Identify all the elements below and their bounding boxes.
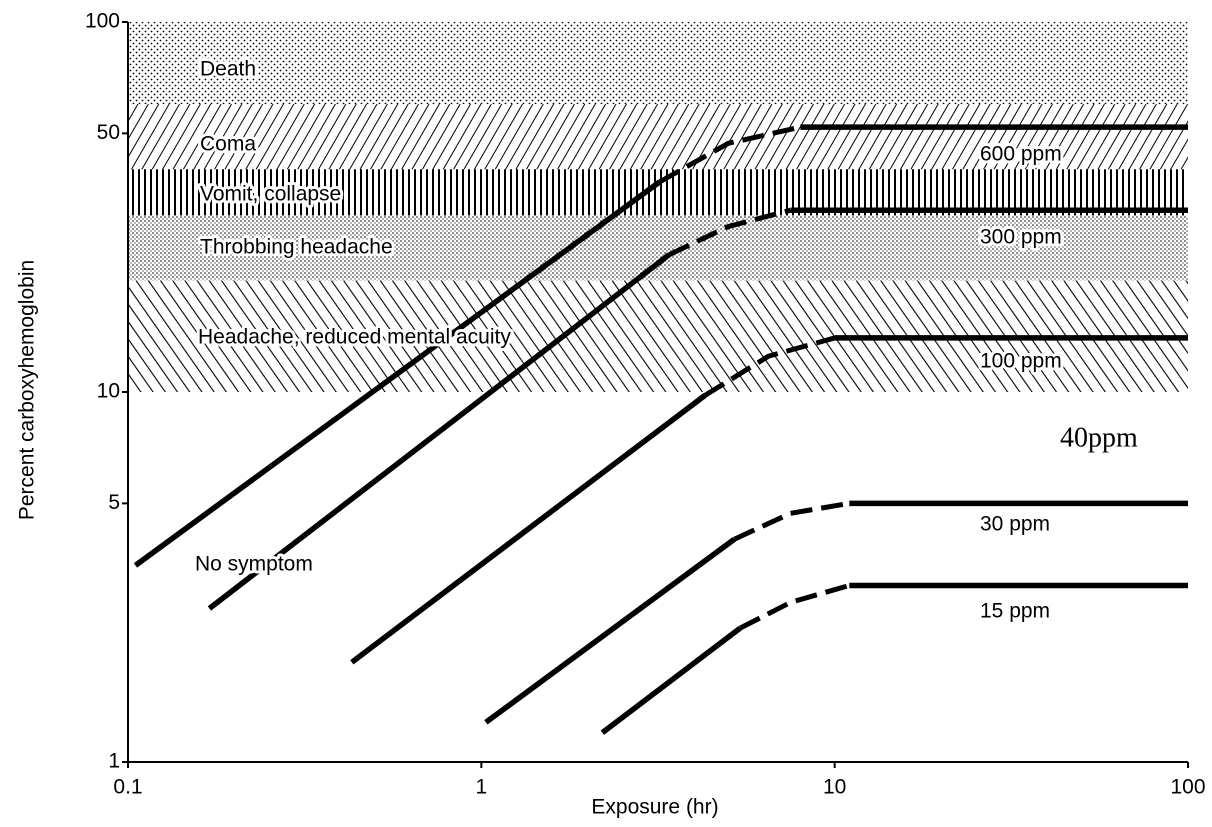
curve-segment [207,252,671,611]
band [128,22,1188,105]
y-tick-label: 100 [85,10,120,33]
labels: Death Coma Vomit, collapse Throbbing headac… [192,55,1138,626]
x-tick-label: 0.1 [113,776,142,799]
curve-segment [600,625,742,735]
curve-segment [484,537,736,725]
band [128,392,1188,762]
curve-segment [668,207,792,257]
band [128,104,1188,170]
band-label: Vomit, collapse [200,183,341,206]
curves [133,124,1188,735]
x-tick-label: 100 [1170,776,1205,799]
curve-segment [733,500,850,542]
curve-label: 30 ppm [980,513,1050,536]
curve-label: 15 ppm [980,600,1050,623]
x-tick-label: 1 [475,776,487,799]
bands [128,22,1188,762]
band-label: Headache, reduced mental acuity [198,326,511,349]
y-tick-label: 5 [108,491,120,514]
band-label: Throbbing headache [200,236,393,259]
curve-segment [133,179,662,568]
curve-label: 300 ppm [980,226,1062,249]
band [128,215,1188,281]
x-axis-label: Exposure (hr) [591,796,718,819]
y-axis-label: Percent carboxyhemoglobin [16,260,39,520]
y-tick-label: 1 [108,750,120,773]
curve-segment [738,583,850,631]
y-tick-label: 50 [97,121,120,144]
curve-label: 600 ppm [980,143,1062,166]
curve-label: 100 ppm [980,350,1062,373]
y-tick-label: 10 [97,380,120,403]
curve-segment [658,124,801,184]
band-label: Coma [200,133,256,156]
curve-segment [350,393,707,665]
band-label: Death [200,58,256,81]
annotation: 40ppm [1060,422,1138,453]
curve-segment [703,335,836,398]
band-label: No symptom [195,553,313,576]
x-tick-label: 10 [823,776,846,799]
